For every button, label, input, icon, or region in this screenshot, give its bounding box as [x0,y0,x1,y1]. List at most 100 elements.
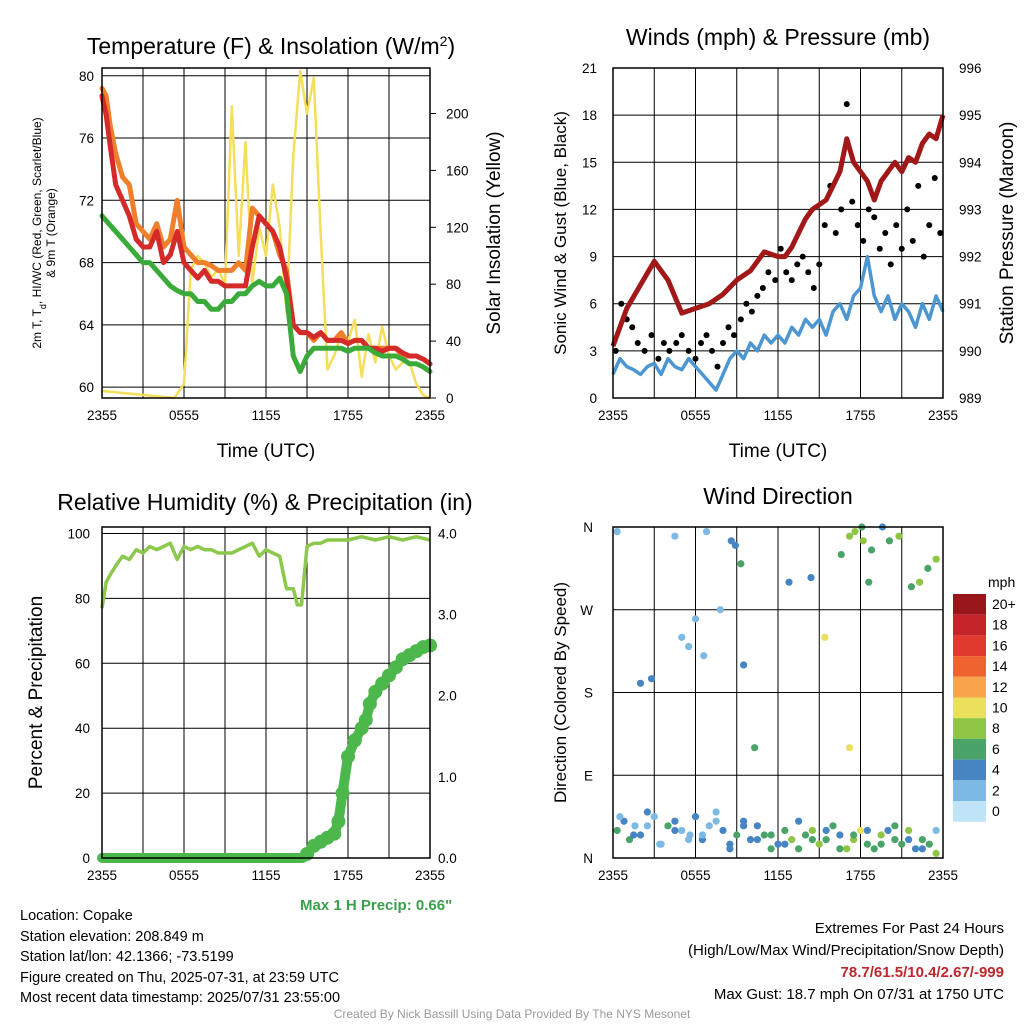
direction-point [856,826,865,835]
direction-point [918,836,926,844]
direction-point [712,808,720,816]
x-tick-label: 2355 [87,408,117,423]
direction-point [905,836,913,844]
y-axis-label-part: 2m T, T [30,308,44,348]
gust-point [865,206,872,213]
legend-swatch [953,801,986,822]
y2-tick-label: 200 [446,107,469,122]
plot-border [101,67,431,399]
legend-label: 12 [992,679,1008,695]
gust-point [629,324,636,331]
gust-point [805,269,812,276]
y2-axis-label: Solar Insolation (Yellow) [484,131,505,334]
x-axis-label: Time (UTC) [217,441,316,462]
direction-point [650,813,658,821]
legend-swatch [953,614,986,636]
direction-point [774,840,782,848]
direction-point [726,845,734,853]
y-tick-label: 80 [75,591,90,606]
x-tick-label: 1155 [251,408,280,423]
direction-point [691,813,700,821]
direction-point [884,826,892,835]
direction-point [727,537,735,545]
y-tick-label: 60 [75,656,90,671]
direction-point [613,826,621,835]
direction-point [719,826,727,835]
plot-border [612,67,944,399]
gust-point [871,214,878,221]
chart-title-close: ) [447,33,455,59]
extremes-panel: Extremes For Past 24 Hours (High/Low/Max… [688,918,1004,1006]
extremes-title: Extremes For Past 24 Hours [814,920,1004,937]
legend-swatch [953,676,986,698]
gust-point [725,324,732,331]
x-tick-label: 0555 [680,408,710,423]
direction-point [664,822,672,830]
gust-point [849,198,856,205]
direction-point [870,845,878,853]
gust-point [832,230,839,236]
direction-point [850,831,858,839]
direction-point [898,840,906,848]
direction-point [636,831,645,839]
legend-swatch [953,635,986,657]
gust-point [634,340,641,346]
direction-point [731,541,739,549]
legend-swatch [953,594,986,615]
direction-point [737,560,745,568]
created-text: Figure created on Thu, 2025-07-31, at 23… [20,969,339,986]
direction-point [760,831,768,839]
station-info: Location: Copake Station elevation: 208.… [20,906,340,1009]
direction-point [625,836,634,844]
gust-point [666,347,673,354]
direction-point [859,537,867,545]
direction-point [753,822,761,830]
direction-point [740,822,748,830]
y-tick-label: N [583,851,593,866]
x-tick-label: 0555 [680,868,710,883]
gust-point [754,292,761,299]
gust-point [660,340,667,346]
extremes-values: 78.7/61.5/10.4/2.67/-999 [840,964,1004,981]
legend-label: 10 [992,700,1008,716]
recent-data-text: Most recent data timestamp: 2025/07/31 2… [20,990,341,1006]
direction-point [716,606,724,614]
y2-tick-label: 3.0 [438,608,457,623]
direction-point [932,826,940,835]
legend-label: 6 [992,741,1000,757]
direction-point [671,532,679,540]
x-tick-label: 2355 [598,868,628,883]
y-tick-label: 15 [582,155,597,170]
gust-point [909,237,916,244]
direction-point [843,845,851,853]
direction-point [702,527,711,536]
y2-axis-label: Station Pressure (Maroon) [997,122,1018,345]
y2-tick-label: 2.0 [438,689,457,704]
x-tick-label: 1155 [251,868,280,883]
y2-tick-label: 989 [959,391,982,406]
y2-tick-label: 991 [959,297,982,312]
gust-point [898,245,905,252]
y-tick-label: 21 [582,61,597,76]
direction-point [785,578,793,586]
gust-point [860,237,867,244]
y-tick-label: 76 [79,131,94,146]
direction-point [877,840,885,848]
precip-point [331,814,346,829]
precip-point [358,713,373,728]
x-tick-label: 1155 [763,408,792,423]
direction-point [740,661,748,669]
direction-point [815,840,823,848]
y-axis-label-line2: & 9m T (Orange) [44,188,58,278]
direction-point [746,836,755,844]
direction-point [700,652,708,660]
y-tick-label: 60 [79,380,94,395]
gust-point [703,332,710,339]
direction-point [801,831,810,839]
direction-point [671,817,679,825]
y2-tick-label: 990 [959,344,982,359]
y2-tick-label: 120 [446,220,469,235]
gust-point [772,277,779,284]
direction-point [630,831,638,839]
legend-label: 16 [992,637,1008,653]
